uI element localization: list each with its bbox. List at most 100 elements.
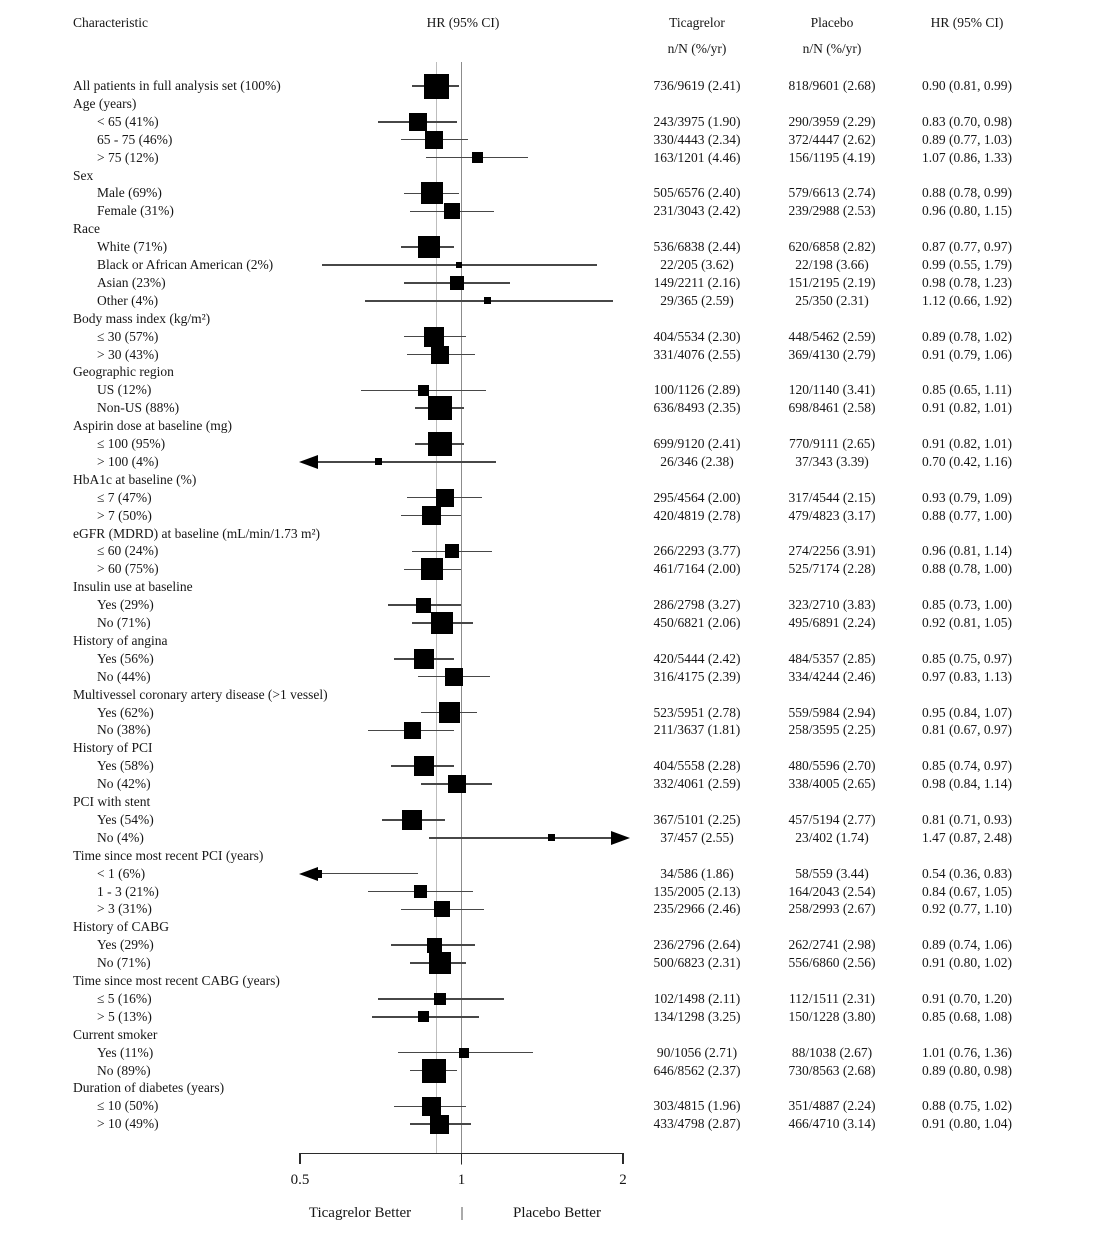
hr-ci-value: 0.88 (0.75, 1.02) <box>922 1098 1012 1114</box>
placebo-value: 369/4130 (2.79) <box>788 346 876 362</box>
hr-ci-value: 1.01 (0.76, 1.36) <box>922 1044 1012 1060</box>
hr-point-box <box>418 384 430 396</box>
placebo-value: 239/2988 (2.53) <box>788 203 876 219</box>
hr-point-box <box>447 775 466 794</box>
axis-tick-label: 0.5 <box>290 1172 310 1188</box>
hr-ci-value: 0.85 (0.75, 0.97) <box>922 650 1012 666</box>
hr-ci-value: 0.85 (0.74, 0.97) <box>922 758 1012 774</box>
group-label: Race <box>73 221 100 237</box>
hr-point-box <box>431 612 454 634</box>
hr-ci-value: 0.54 (0.36, 0.83) <box>922 865 1012 881</box>
placebo-value: 323/2710 (3.83) <box>788 597 876 613</box>
hr-ci-value: 0.89 (0.74, 1.06) <box>922 937 1012 953</box>
ci-whisker <box>316 461 497 463</box>
hr-point-box <box>424 73 450 99</box>
placebo-unit-header: n/N (%/yr) <box>802 41 862 56</box>
ticagrelor-value: 450/6821 (2.06) <box>653 615 741 630</box>
hr-point-box <box>484 297 492 305</box>
hr-ci-value: 0.92 (0.81, 1.05) <box>922 615 1012 630</box>
hr-ci-value: 0.83 (0.70, 0.98) <box>922 113 1012 129</box>
placebo-value: 262/2741 (2.98) <box>788 937 876 953</box>
row-label: Yes (29%) <box>97 597 154 613</box>
row-label: ≤ 7 (47%) <box>97 489 152 505</box>
row-label: No (71%) <box>97 615 151 630</box>
row-label: Other (4%) <box>97 292 159 308</box>
placebo-value: 112/1511 (2.31) <box>789 990 875 1006</box>
group-label: Time since most recent CABG (years) <box>73 973 280 988</box>
axis-tick-label: 1 <box>457 1172 466 1188</box>
group-label: Aspirin dose at baseline (mg) <box>73 418 232 434</box>
ticagrelor-value: 163/1201 (4.46) <box>653 149 741 165</box>
hr-ci-value: 0.91 (0.79, 1.06) <box>922 346 1012 362</box>
ticagrelor-value: 500/6823 (2.31) <box>653 955 741 971</box>
placebo-value: 556/6860 (2.56) <box>788 955 876 971</box>
placebo-value: 448/5462 (2.59) <box>788 328 876 344</box>
hr-point-box <box>430 345 449 364</box>
hr-ci-value: 0.91 (0.82, 1.01) <box>922 436 1012 451</box>
ticagrelor-value: 404/5534 (2.30) <box>653 328 741 344</box>
hr-point-box <box>427 432 452 456</box>
hr-point-box <box>547 834 555 842</box>
hr-point-box <box>458 1047 469 1058</box>
hr-point-box <box>414 885 428 898</box>
placebo-value: 23/402 (1.74) <box>795 829 869 845</box>
ticagrelor-value: 135/2005 (2.13) <box>653 883 741 899</box>
hr-ci-value: 0.95 (0.84, 1.07) <box>922 704 1012 720</box>
placebo-value: 258/3595 (2.25) <box>788 722 876 738</box>
ticagrelor-value: 236/2796 (2.64) <box>653 937 741 953</box>
hr-point-box <box>428 952 451 975</box>
ticagrelor-value: 505/6576 (2.40) <box>653 185 741 201</box>
row-label: Black or African American (2%) <box>97 257 274 272</box>
characteristic-header: Characteristic <box>73 15 148 30</box>
ticagrelor-value: 433/4798 (2.87) <box>653 1116 741 1132</box>
placebo-value: 480/5596 (2.70) <box>788 758 876 774</box>
ticagrelor-value: 26/346 (2.38) <box>660 453 734 469</box>
hr-ci-value: 0.85 (0.68, 1.08) <box>922 1008 1012 1024</box>
axis-tick-label: 2 <box>619 1172 627 1188</box>
group-label: Current smoker <box>73 1026 158 1042</box>
hr-point-box <box>427 396 452 421</box>
row-label: Non-US (88%) <box>97 400 180 416</box>
row-label: No (89%) <box>97 1062 151 1078</box>
ticagrelor-value: 134/1298 (3.25) <box>653 1008 741 1024</box>
hr-point-box <box>416 597 432 613</box>
hr-point-box <box>409 112 428 131</box>
placebo-value: 479/4823 (3.17) <box>788 507 876 523</box>
row-label: 65 - 75 (46%) <box>97 131 173 147</box>
group-label: Geographic region <box>73 364 174 380</box>
ticagrelor-value: 266/2293 (3.77) <box>653 543 741 559</box>
hr-ci-value: 0.89 (0.80, 0.98) <box>922 1062 1012 1078</box>
ticagrelor-value: 286/2798 (3.27) <box>653 597 741 613</box>
ticagrelor-value: 523/5951 (2.78) <box>653 704 741 720</box>
hr-ci-value: 0.88 (0.78, 1.00) <box>922 561 1012 577</box>
row-label: ≤ 30 (57%) <box>97 328 159 344</box>
hr-point-box <box>422 1058 447 1083</box>
hr-ci-value: 0.93 (0.79, 1.09) <box>922 489 1012 505</box>
row-label: US (12%) <box>97 382 152 398</box>
hr-point-box <box>418 236 441 259</box>
group-label: History of angina <box>73 632 168 648</box>
ticagrelor-value: 100/1126 (2.89) <box>653 382 741 398</box>
placebo-value: 25/350 (2.31) <box>795 292 869 308</box>
ticagrelor-unit-header: n/N (%/yr) <box>667 41 727 56</box>
hr-point-box <box>425 130 444 149</box>
hr-column-header: HR (95% CI) <box>930 15 1004 30</box>
hr-point-box <box>374 458 382 466</box>
hr-point-box <box>402 809 423 830</box>
hr-point-box <box>471 152 483 164</box>
hr-point-box <box>424 326 445 347</box>
ticagrelor-value: 295/4564 (2.00) <box>653 489 741 505</box>
hr-point-box <box>444 544 459 559</box>
hr-ci-value: 0.92 (0.77, 1.10) <box>922 901 1012 917</box>
hr-ci-value: 0.97 (0.83, 1.13) <box>922 668 1012 684</box>
row-label: > 75 (12%) <box>97 149 159 165</box>
hr-ci-value: 0.96 (0.80, 1.15) <box>922 203 1012 219</box>
ticagrelor-value: 243/3975 (1.90) <box>653 113 741 129</box>
row-label: > 100 (4%) <box>97 453 159 469</box>
hr-point-box <box>456 262 463 268</box>
placebo-value: 338/4005 (2.65) <box>788 776 876 792</box>
row-label: Yes (54%) <box>97 811 154 827</box>
hr-point-box <box>443 203 460 220</box>
row-label: > 30 (43%) <box>97 346 159 362</box>
hr-ci-value: 0.91 (0.80, 1.02) <box>922 955 1012 971</box>
